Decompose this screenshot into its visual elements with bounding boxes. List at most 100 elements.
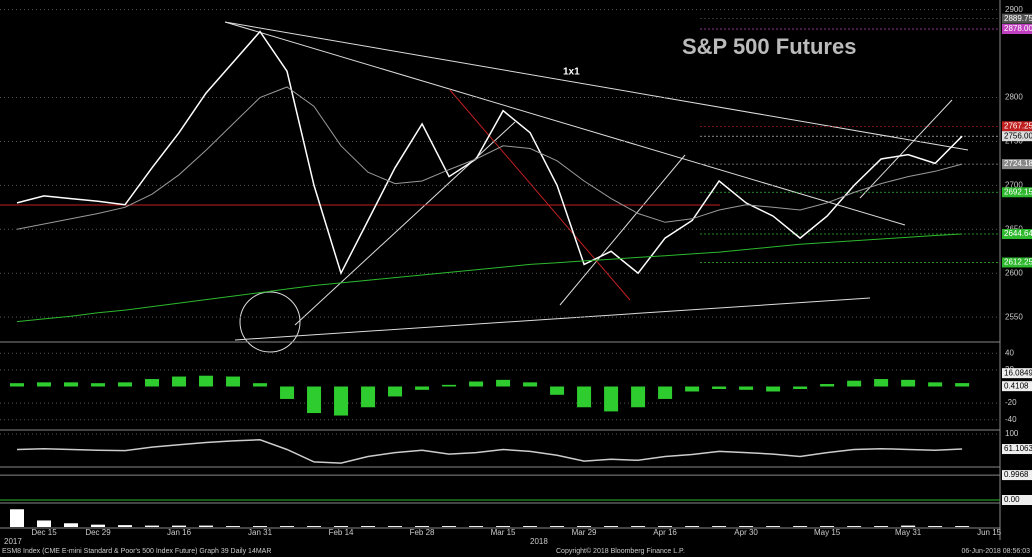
annotation: 1x1 [563, 67, 580, 78]
bar [442, 526, 457, 527]
bar [685, 526, 700, 527]
bar [658, 526, 673, 527]
series-line [16, 30, 963, 276]
bar [766, 386, 781, 392]
value-label-box [1002, 368, 1032, 379]
y-tick-label: 40 [1005, 348, 1014, 357]
bar [712, 526, 727, 527]
y-tick-label: 100 [1005, 429, 1019, 438]
bar [874, 379, 889, 387]
bar [550, 526, 565, 527]
x-tick-label: Dec 29 [85, 528, 111, 537]
price-label-box [1002, 121, 1032, 132]
highlight-circle [239, 291, 301, 353]
y-tick-label: -40 [1005, 415, 1017, 424]
bar [604, 526, 619, 527]
bar [280, 526, 295, 527]
value-label: 16.0849 [1004, 368, 1032, 377]
bar [64, 382, 79, 387]
bar [469, 526, 484, 527]
value-label: 0.9968 [1004, 470, 1029, 479]
bar [64, 523, 79, 527]
x-tick-label: Jan 16 [167, 528, 192, 537]
price-label: 2889.75 [1004, 14, 1032, 23]
bar [37, 382, 52, 387]
bar [874, 526, 889, 527]
bar [901, 525, 916, 527]
bar [955, 383, 970, 387]
trendlines [224, 21, 969, 353]
price-label-box [1002, 229, 1032, 240]
bar [10, 509, 24, 527]
year-label: 2018 [530, 537, 548, 546]
bar [604, 386, 619, 412]
bar [955, 526, 970, 527]
bar [226, 376, 241, 387]
footer-right: 06-Jun-2018 08:56:03 [962, 548, 1031, 555]
value-label: 0.00 [1004, 495, 1020, 504]
bar [496, 526, 511, 527]
bar [172, 525, 187, 527]
trendline [859, 99, 953, 199]
value-label-box [1002, 470, 1032, 481]
bar [496, 379, 511, 387]
bar [928, 526, 943, 527]
value-label-box [1002, 381, 1032, 392]
bar [820, 526, 835, 527]
y-tick-label: 2600 [1005, 268, 1023, 277]
y-tick-label: 2700 [1005, 180, 1023, 189]
trendline [224, 21, 906, 226]
bar [280, 386, 295, 399]
y-tick-label: 2550 [1005, 312, 1023, 321]
bar [118, 525, 133, 527]
bar [388, 526, 403, 527]
bar [199, 375, 214, 387]
bar [415, 386, 430, 390]
price-label-box [1002, 131, 1032, 142]
bar [226, 526, 241, 527]
price-label: 2692.15 [1004, 187, 1032, 196]
bar [469, 381, 484, 387]
bar [199, 525, 214, 527]
bar [847, 526, 862, 527]
footer-center: Copyright© 2018 Bloomberg Finance L.P. [556, 547, 685, 555]
bar [901, 379, 916, 387]
value-label-box [1002, 495, 1032, 505]
series-line [16, 439, 963, 464]
y-tick-label: -20 [1005, 398, 1017, 407]
x-tick-label: Feb 28 [410, 528, 435, 537]
x-tick-label: Mar 15 [491, 528, 516, 537]
bar [712, 386, 727, 389]
x-tick-label: May 15 [814, 528, 841, 537]
bar [307, 526, 322, 527]
x-tick-label: Apr 16 [653, 528, 677, 537]
bar [577, 526, 592, 527]
bar [928, 382, 943, 387]
bar [442, 384, 457, 387]
bar [631, 386, 646, 408]
price-label-box [1002, 23, 1032, 34]
bar [10, 383, 24, 387]
price-label: 2612.25 [1004, 258, 1032, 267]
bar [91, 383, 106, 387]
bar [145, 379, 160, 387]
x-tick-label: Dec 15 [31, 528, 57, 537]
bar [550, 386, 565, 395]
bar [253, 383, 268, 387]
bar [361, 526, 376, 527]
bar [415, 526, 430, 527]
bar [523, 526, 538, 527]
bar [523, 382, 538, 387]
bar [739, 386, 754, 390]
y-tick-label: 2900 [1005, 5, 1023, 14]
x-tick-label: Apr 30 [734, 528, 758, 537]
bar [685, 386, 700, 392]
bar [334, 386, 349, 416]
bar [847, 380, 862, 387]
value-label-box [1002, 444, 1032, 455]
bar [658, 386, 673, 399]
series-line [16, 233, 963, 323]
bar [388, 386, 403, 397]
price-label: 2767.25 [1004, 121, 1032, 130]
